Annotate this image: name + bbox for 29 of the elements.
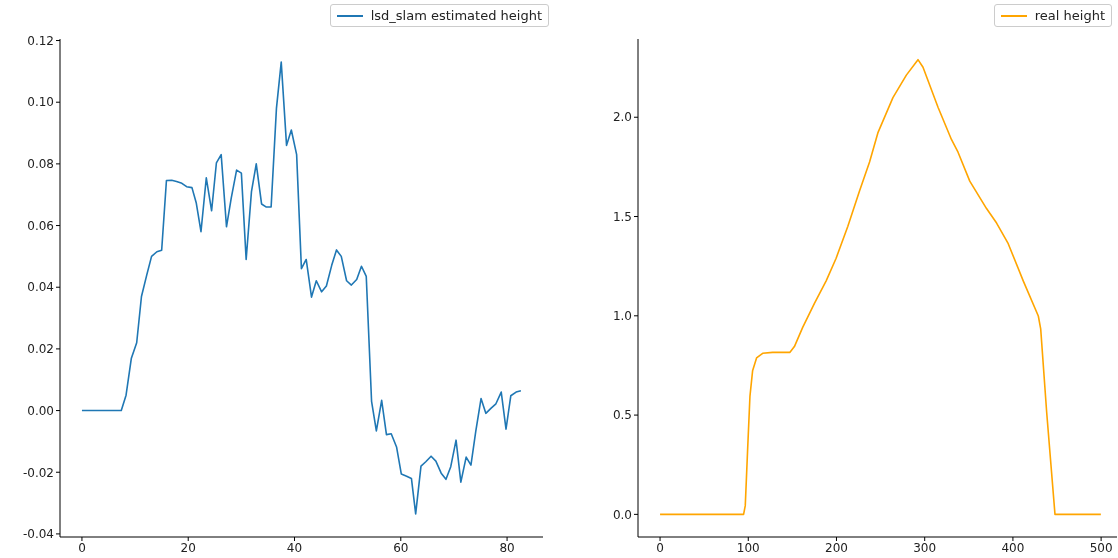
x-tick-label: 20 [180, 540, 196, 555]
line-series [659, 58, 1102, 516]
line-series [81, 61, 522, 515]
y-tick-label: 0.10 [27, 95, 54, 110]
y-tick-label: 2.0 [612, 110, 632, 125]
legend-label: lsd_slam estimated height [370, 8, 542, 23]
y-tick-label: 1.5 [612, 209, 632, 224]
legend-label: real height [1034, 8, 1105, 23]
y-tick-label: 0.12 [27, 33, 54, 48]
y-tick-label: 0.00 [27, 403, 54, 418]
y-tick-label: -0.04 [22, 527, 54, 542]
x-tick-label: 200 [825, 540, 848, 555]
x-tick-label: 300 [913, 540, 937, 555]
x-tick-label: 0 [78, 540, 86, 555]
y-tick-label: 0.0 [612, 507, 632, 522]
y-tick-label: 0.5 [612, 408, 632, 423]
x-tick-label: 500 [1089, 540, 1113, 555]
x-tick-label: 400 [1001, 540, 1025, 555]
y-tick-label: 0.04 [27, 280, 54, 295]
y-tick-label: 0.02 [27, 342, 54, 357]
x-tick-label: 60 [393, 540, 409, 555]
x-tick-label: 0 [656, 540, 664, 555]
y-tick-label: 0.06 [27, 218, 54, 233]
y-tick-label: 1.0 [612, 309, 632, 324]
x-tick-label: 40 [286, 540, 303, 555]
y-tick-label: -0.02 [22, 465, 54, 480]
y-tick-label: 0.08 [27, 157, 54, 172]
x-tick-label: 80 [499, 540, 515, 555]
x-tick-label: 100 [736, 540, 760, 555]
